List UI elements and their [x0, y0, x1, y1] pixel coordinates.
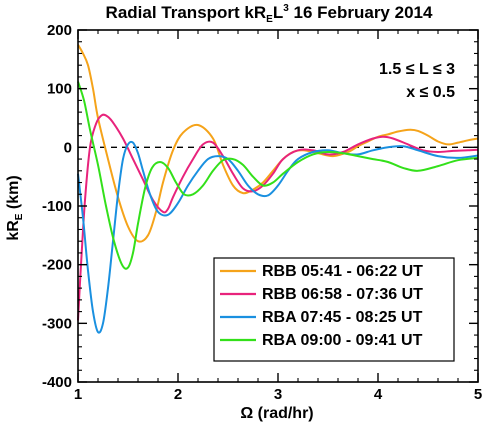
legend-label-4: RBA 09:00 - 09:41 UT [262, 332, 423, 349]
annotation-x-range: x ≤ 0.5 [406, 84, 455, 101]
series-line-4 [77, 81, 479, 270]
y-tick-label: 0 [64, 139, 72, 156]
y-axis-label: kRE (km) [5, 175, 25, 240]
x-tick-label: 5 [474, 386, 482, 403]
annotation-l-range: 1.5 ≤ L ≤ 3 [379, 61, 455, 78]
legend-label-3: RBA 07:45 - 08:25 UT [262, 309, 423, 326]
y-tick-label: -400 [42, 374, 72, 391]
legend-label-2: RBB 06:58 - 07:36 UT [262, 286, 423, 303]
series-line-2 [77, 113, 479, 321]
y-tick-label: 100 [47, 81, 72, 98]
y-tick-label: -200 [42, 257, 72, 274]
x-tick-label: 3 [274, 386, 282, 403]
legend-label-1: RBB 05:41 - 06:22 UT [262, 263, 423, 280]
x-tick-label: 2 [174, 386, 182, 403]
y-tick-label: -100 [42, 198, 72, 215]
series-line-3 [77, 140, 479, 334]
y-tick-label: -300 [42, 315, 72, 332]
x-axis-label: Ω (rad/hr) [240, 405, 313, 422]
y-tick-label: 200 [47, 22, 72, 39]
series-line-1 [77, 44, 479, 243]
legend-box [213, 257, 455, 362]
legend: RBB 05:41 - 06:22 UT RBB 06:58 - 07:36 UT… [213, 257, 455, 362]
chart-title: Radial Transport kREL3 16 February 2014 [106, 3, 433, 25]
x-tick-label: 4 [374, 386, 383, 403]
x-tick-label: 1 [74, 386, 82, 403]
